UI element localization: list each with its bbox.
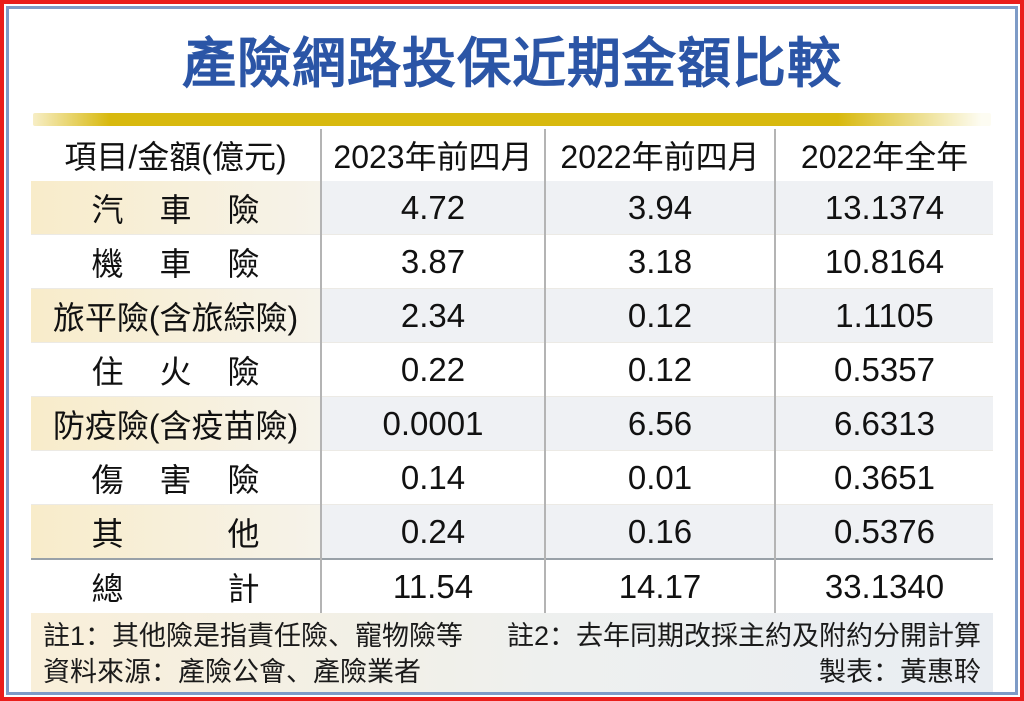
value-cell: 0.01 bbox=[544, 450, 775, 505]
value-cell: 0.16 bbox=[544, 504, 775, 560]
footer-line-2: 資料來源：產險公會、產險業者 製表：黃惠聆 bbox=[43, 654, 981, 690]
header-2023-apr: 2023年前四月 bbox=[320, 129, 545, 181]
comparison-table: 項目/金額(億元) 2023年前四月 2022年前四月 2022年全年 汽車險 … bbox=[31, 129, 993, 613]
value-cell: 0.12 bbox=[544, 288, 775, 343]
footer-line-1: 註1：其他險是指責任險、寵物險等 註2：去年同期改採主約及附約分開計算 bbox=[43, 618, 981, 654]
table-row-motorcycle: 機車險 3.87 3.18 10.8164 bbox=[31, 234, 993, 289]
row-label: 總計 bbox=[31, 558, 321, 613]
value-cell: 0.22 bbox=[320, 342, 545, 397]
header-2022-apr: 2022年前四月 bbox=[544, 129, 775, 181]
value-cell: 3.18 bbox=[544, 234, 775, 289]
gold-accent-bar bbox=[33, 113, 991, 126]
inner-blue-frame: 產險網路投保近期金額比較 項目/金額(億元) 2023年前四月 2022年前四月… bbox=[6, 6, 1018, 695]
value-cell: 0.24 bbox=[320, 504, 545, 560]
header-item-amount: 項目/金額(億元) bbox=[31, 129, 321, 181]
row-label: 傷害險 bbox=[31, 450, 321, 505]
value-cell: 6.56 bbox=[544, 396, 775, 451]
value-cell: 4.72 bbox=[320, 181, 545, 235]
row-label: 機車險 bbox=[31, 234, 321, 289]
infographic: 產險網路投保近期金額比較 項目/金額(億元) 2023年前四月 2022年前四月… bbox=[9, 23, 1015, 692]
value-cell: 3.94 bbox=[544, 181, 775, 235]
value-cell: 33.1340 bbox=[774, 558, 993, 613]
value-cell: 0.5376 bbox=[774, 504, 993, 560]
row-label: 旅平險(含旅綜險) bbox=[31, 288, 321, 343]
header-row: 項目/金額(億元) 2023年前四月 2022年前四月 2022年全年 bbox=[31, 129, 993, 181]
row-label: 防疫險(含疫苗險) bbox=[31, 396, 321, 451]
header-2022-full: 2022年全年 bbox=[774, 129, 993, 181]
row-label: 其他 bbox=[31, 504, 321, 560]
footer-notes: 註1：其他險是指責任險、寵物險等 註2：去年同期改採主約及附約分開計算 資料來源… bbox=[31, 613, 993, 692]
value-cell: 0.0001 bbox=[320, 396, 545, 451]
value-cell: 2.34 bbox=[320, 288, 545, 343]
table-row-fire: 住火險 0.22 0.12 0.5357 bbox=[31, 342, 993, 397]
page-title: 產險網路投保近期金額比較 bbox=[182, 34, 842, 94]
value-cell: 0.12 bbox=[544, 342, 775, 397]
table-row-pandemic: 防疫險(含疫苗險) 0.0001 6.56 6.6313 bbox=[31, 396, 993, 451]
value-cell: 0.3651 bbox=[774, 450, 993, 505]
value-cell: 14.17 bbox=[544, 558, 775, 613]
table-row-auto: 汽車險 4.72 3.94 13.1374 bbox=[31, 181, 993, 235]
value-cell: 10.8164 bbox=[774, 234, 993, 289]
table-row-total: 總計 11.54 14.17 33.1340 bbox=[31, 558, 993, 613]
value-cell: 11.54 bbox=[320, 558, 545, 613]
value-cell: 3.87 bbox=[320, 234, 545, 289]
table-row-other: 其他 0.24 0.16 0.5376 bbox=[31, 504, 993, 560]
note-1: 註1：其他險是指責任險、寵物險等 bbox=[43, 621, 464, 651]
value-cell: 13.1374 bbox=[774, 181, 993, 235]
table-row-injury: 傷害險 0.14 0.01 0.3651 bbox=[31, 450, 993, 505]
value-cell: 6.6313 bbox=[774, 396, 993, 451]
value-cell: 0.5357 bbox=[774, 342, 993, 397]
value-cell: 1.1105 bbox=[774, 288, 993, 343]
value-cell: 0.14 bbox=[320, 450, 545, 505]
row-label: 住火險 bbox=[31, 342, 321, 397]
note-2: 註2：去年同期改採主約及附約分開計算 bbox=[506, 621, 981, 651]
row-label: 汽車險 bbox=[31, 181, 321, 235]
credit: 製表：黃惠聆 bbox=[819, 657, 981, 687]
data-source: 資料來源：產險公會、產險業者 bbox=[43, 657, 421, 687]
table-row-travel: 旅平險(含旅綜險) 2.34 0.12 1.1105 bbox=[31, 288, 993, 343]
